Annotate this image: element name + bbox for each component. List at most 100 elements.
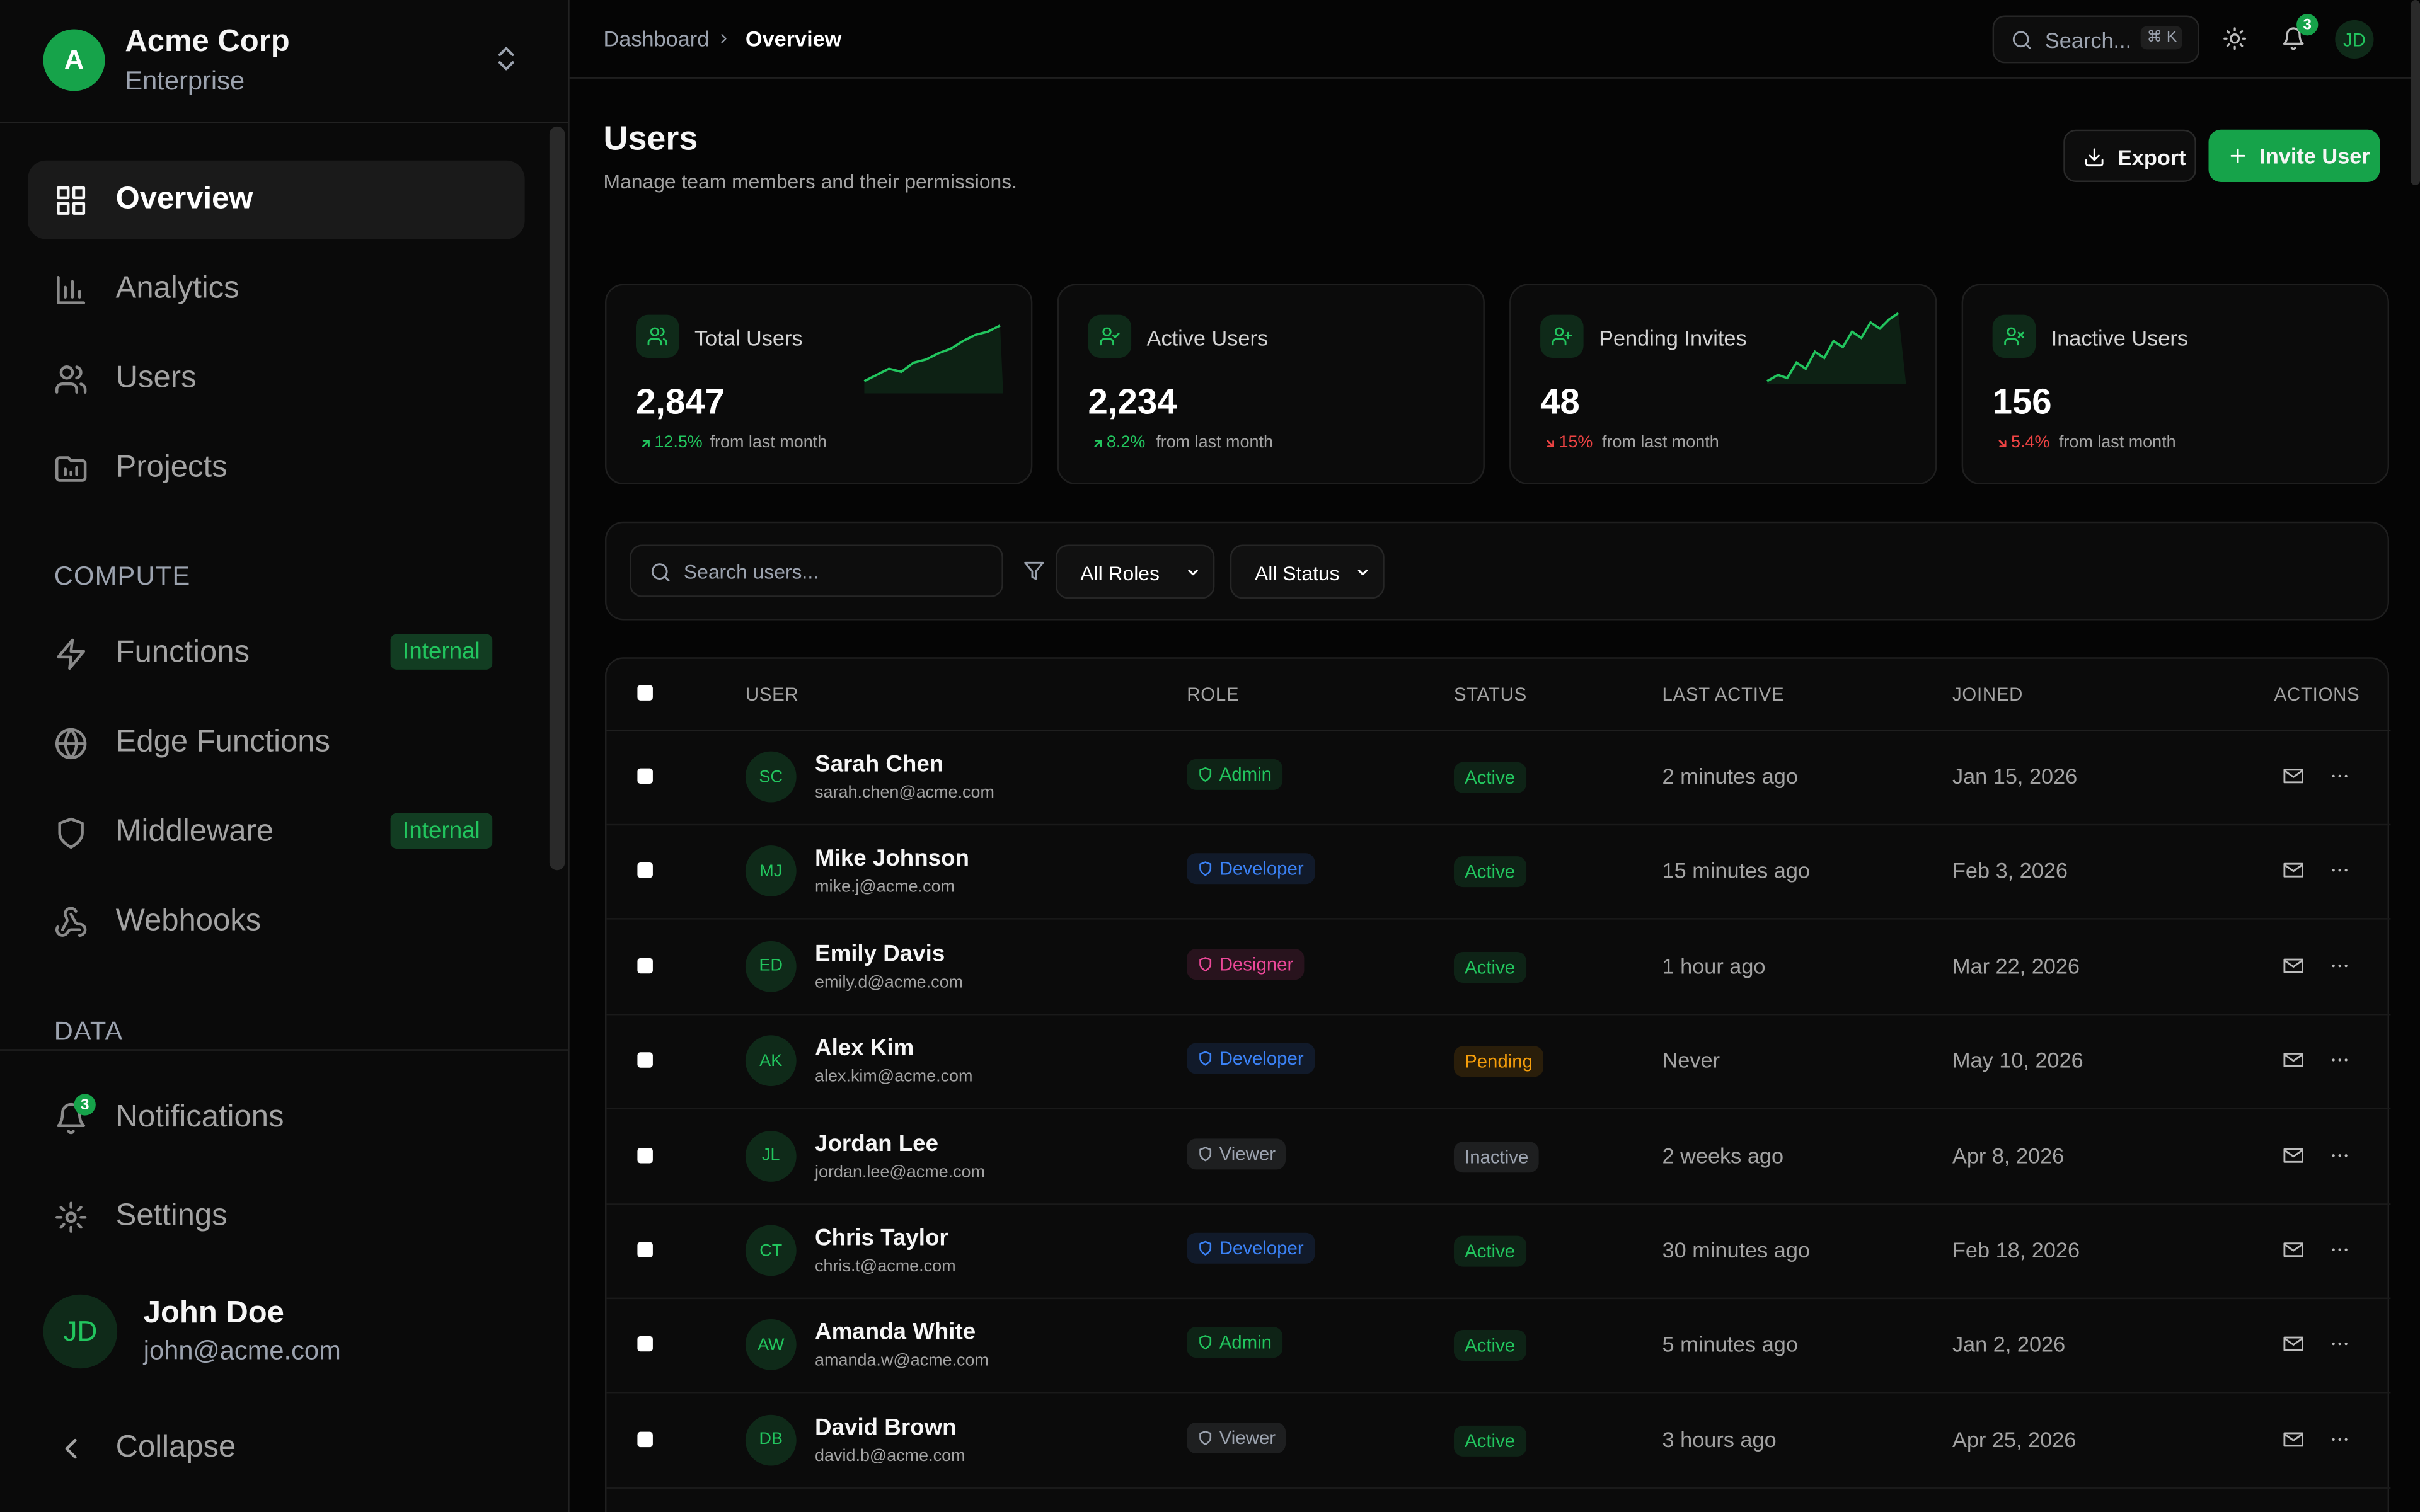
row-checkbox[interactable] [637, 1052, 653, 1068]
joined-date: Jan 2, 2026 [1952, 1332, 2066, 1357]
stat-label: Inactive Users [2051, 325, 2188, 350]
nav-icon [57, 638, 86, 670]
search-icon-path [2012, 31, 2031, 49]
stat-icon-path [2004, 327, 2024, 346]
more-icon [2332, 1154, 2348, 1157]
nav-icon-path [55, 1201, 87, 1233]
sidebar-footer [0, 1049, 568, 1512]
table-row: CT Chris Taylor chris.t@acme.com Developer A… [606, 1203, 2391, 1300]
last-active: 30 minutes ago [1662, 1237, 1811, 1263]
role-icon [1199, 862, 1212, 877]
mail-icon-path [2283, 1053, 2303, 1068]
table-row: MJ Mike Johnson mike.j@acme.com Developer Ac… [606, 825, 2391, 920]
row-checkbox[interactable] [637, 862, 653, 879]
stat-icon-bg [1540, 314, 1584, 358]
user-avatar: MJ [745, 845, 797, 897]
user-email: jordan.lee@acme.com [815, 1162, 985, 1181]
row-checkbox[interactable] [637, 1147, 653, 1163]
filter-select[interactable]: All Roles [1056, 544, 1215, 599]
select-value: All Status [1255, 561, 1340, 585]
column-header: JOINED [1952, 683, 2024, 706]
notification-count: 3 [2296, 14, 2319, 36]
nav-icon-path [57, 275, 86, 304]
nav-icon [55, 907, 87, 937]
nav-item[interactable]: Edge Functions [28, 704, 525, 782]
table-row: AK Alex Kim alex.kim@acme.com Developer Pend… [606, 1014, 2391, 1110]
export-icon [2085, 148, 2104, 167]
nav-icon-path [57, 638, 86, 670]
invite-label: Invite User [2259, 143, 2370, 168]
row-checkbox[interactable] [637, 958, 653, 973]
sparkline [1766, 312, 1906, 384]
stat-icon-bg [1992, 314, 2036, 358]
role-label: Designer [1219, 953, 1294, 975]
role-icon-path [1199, 1146, 1212, 1161]
row-checkbox[interactable] [637, 768, 653, 784]
stat-card: Total Users 2,847 12.5% from last month [605, 284, 1033, 484]
stat-icon [2004, 327, 2024, 346]
joined-date: Jan 15, 2026 [1952, 764, 2078, 789]
joined-date: Apr 8, 2026 [1952, 1142, 2065, 1167]
row-checkbox[interactable] [637, 685, 653, 701]
user-name: Sarah Chen [815, 751, 944, 778]
status-badge: Pending [1453, 1046, 1544, 1077]
nav-label: Edge Functions [115, 725, 331, 759]
table-header: USER ROLE STATUS LAST ACTIVE JOINED ACTIONS [606, 659, 2391, 731]
role-label: Developer [1219, 858, 1304, 880]
export-button[interactable]: Export [2063, 129, 2196, 182]
users-table: USER ROLE STATUS LAST ACTIVE JOINED ACTIONS SC… [605, 657, 2391, 1512]
row-checkbox[interactable] [637, 1242, 653, 1257]
role-icon-path [1199, 956, 1212, 971]
collapse-label: Collapse [115, 1430, 236, 1465]
filter-select[interactable]: All Status [1230, 544, 1385, 599]
collapse-button[interactable]: Collapse [28, 1409, 525, 1487]
org-plan: Enterprise [125, 66, 245, 96]
nav-item[interactable]: Settings [28, 1177, 525, 1256]
user-email: mike.j@acme.com [815, 878, 955, 897]
stat-change: 12.5% [654, 433, 703, 452]
stat-icon-bg [635, 314, 679, 358]
user-name: David Brown [815, 1414, 957, 1441]
user-avatar: JD [43, 1294, 118, 1369]
role-label: Viewer [1219, 1142, 1276, 1164]
row-checkbox[interactable] [637, 1431, 653, 1447]
joined-date: Apr 25, 2026 [1952, 1426, 2077, 1452]
role-badge: Admin [1187, 759, 1283, 790]
user-avatar: DB [745, 1414, 797, 1466]
role-icon [1199, 1240, 1212, 1256]
org-switch-icon-path [498, 47, 514, 71]
nav-icon-path [55, 907, 87, 937]
role-icon-path [1199, 862, 1212, 877]
nav-item[interactable]: Middleware Internal [28, 793, 525, 872]
row-checkbox[interactable] [637, 1336, 653, 1353]
nav-label: Analytics [115, 272, 239, 306]
nav-item[interactable]: Functions Internal [28, 614, 525, 693]
mail-icon [2283, 769, 2303, 784]
stat-change: 8.2% [1106, 433, 1146, 452]
invite-button[interactable]: Invite User [2208, 129, 2380, 182]
role-icon-path [1199, 767, 1212, 782]
trend-icon [642, 440, 650, 448]
user-email: amanda.w@acme.com [815, 1352, 989, 1371]
global-search[interactable]: Search... ⌘ K [1992, 15, 2199, 64]
section-title: DATA [54, 1016, 124, 1046]
breadcrumb-item[interactable]: Dashboard [603, 26, 710, 51]
stat-note: from last month [1602, 433, 1719, 452]
select-chevron-path [1188, 569, 1198, 576]
nav-item[interactable]: Projects [28, 429, 525, 508]
nav-item[interactable]: 3 Notifications [28, 1079, 525, 1157]
nav-item[interactable]: Webhooks [28, 883, 525, 961]
last-active: 5 minutes ago [1662, 1332, 1798, 1357]
role-label: Developer [1219, 1237, 1304, 1259]
nav-label: Webhooks [115, 904, 262, 938]
nav-item[interactable]: Analytics [28, 250, 525, 329]
role-badge: Admin [1187, 1327, 1283, 1359]
role-icon [1199, 1430, 1212, 1445]
org-logo: A [43, 29, 105, 91]
stat-icon [1100, 327, 1120, 346]
nav-item[interactable]: Users [28, 340, 525, 418]
account-avatar[interactable]: JD [2335, 20, 2374, 59]
user-search[interactable]: Search users... [630, 544, 1003, 597]
nav-item[interactable]: Overview [28, 160, 525, 239]
